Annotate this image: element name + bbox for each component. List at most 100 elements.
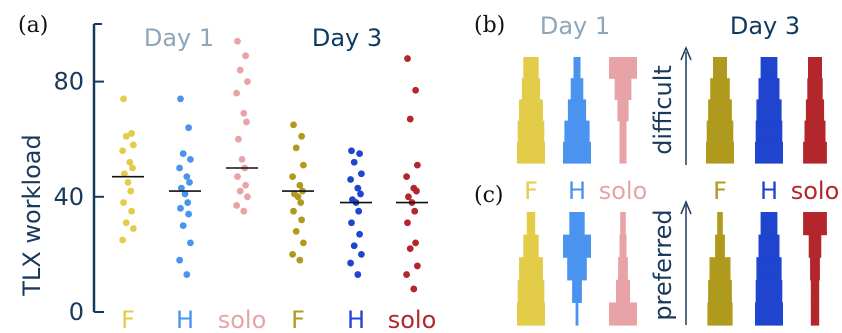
schematic-segment	[755, 141, 783, 164]
schematic-segment	[573, 57, 581, 79]
median-lines	[112, 167, 428, 204]
x-category-label: F	[291, 306, 305, 333]
schematic-segment	[756, 99, 782, 122]
data-point	[412, 239, 419, 247]
data-point	[347, 176, 354, 183]
data-point	[292, 227, 300, 235]
schematic-column-label: solo	[791, 177, 840, 205]
data-point	[236, 187, 244, 195]
data-point	[413, 187, 420, 195]
data-point	[181, 190, 189, 198]
data-point	[405, 193, 412, 201]
data-point	[183, 271, 191, 278]
schematic-segment	[517, 120, 545, 143]
panel-label-a: (a)	[18, 13, 48, 38]
schematic-column-label: H	[568, 177, 586, 205]
data-point	[403, 271, 410, 278]
schematic-segment	[572, 279, 582, 303]
data-point	[356, 150, 363, 158]
schematic-segment	[758, 78, 780, 100]
data-point	[127, 187, 135, 195]
schematic-segment	[570, 78, 584, 100]
x-category-label: solo	[388, 306, 437, 333]
data-point	[177, 95, 184, 103]
data-point	[176, 164, 184, 172]
data-point	[128, 130, 136, 137]
data-point	[356, 230, 363, 238]
data-point	[177, 204, 184, 212]
data-point	[410, 285, 418, 293]
data-point	[350, 158, 358, 166]
data-point	[297, 199, 305, 206]
y-axis-label: TLX workload	[18, 134, 46, 296]
data-points	[119, 37, 421, 293]
schematic-segment	[567, 99, 587, 122]
schematic-segment	[756, 257, 782, 281]
data-point	[234, 37, 241, 45]
data-point	[240, 207, 248, 215]
data-point	[406, 245, 414, 253]
data-point	[129, 164, 136, 172]
x-category-label: H	[176, 306, 194, 333]
preferred-label: preferred	[649, 209, 677, 320]
data-point	[121, 170, 128, 178]
schematic-segment	[564, 120, 590, 143]
data-point	[122, 219, 130, 227]
schematic-segment	[804, 120, 826, 143]
schematic-segment	[755, 302, 783, 326]
schematic-segment	[614, 78, 632, 100]
day3-group-label: Day 3	[312, 24, 382, 52]
schematic-segment	[708, 99, 732, 122]
data-point	[120, 95, 127, 103]
schematic-day1-title: Day 1	[540, 12, 610, 40]
data-point	[186, 179, 193, 186]
data-point	[348, 147, 355, 155]
data-point	[358, 251, 365, 258]
schematic-segment	[523, 234, 539, 258]
data-point	[347, 259, 354, 267]
data-point	[233, 202, 241, 209]
data-point	[290, 121, 297, 129]
schematic-segment	[707, 302, 733, 326]
data-point	[290, 207, 297, 215]
schematic-segment	[519, 99, 543, 122]
schematic-segment	[619, 234, 627, 258]
schematic-segment	[563, 141, 591, 164]
y-tick-label: 0	[69, 298, 84, 326]
schematic-segment	[609, 302, 637, 326]
x-category-label: F	[121, 306, 135, 333]
data-point	[244, 193, 251, 201]
data-point	[120, 199, 127, 206]
schematic-segment	[803, 141, 827, 164]
schematic-column-label: solo	[599, 177, 648, 205]
data-point	[244, 78, 251, 85]
data-point	[406, 115, 414, 123]
schematic-segment	[563, 234, 591, 258]
difficult-arrow	[680, 46, 692, 165]
data-point	[404, 219, 411, 227]
difficult-label: difficult	[649, 65, 677, 155]
schematic-segment	[755, 279, 783, 303]
panel-label-c: (c)	[474, 183, 504, 208]
schematic-segment	[710, 78, 730, 100]
schematic-segment	[713, 57, 727, 79]
data-point	[414, 262, 421, 270]
schematic-segment	[758, 234, 780, 258]
data-point	[414, 161, 421, 169]
schematic-segment	[807, 78, 823, 100]
difficult-schematic-columns	[517, 57, 827, 164]
schematic-segment	[567, 257, 587, 281]
data-point	[185, 210, 193, 218]
data-point	[412, 86, 419, 94]
schematic-segment	[708, 279, 732, 303]
data-point	[289, 251, 296, 258]
data-point	[242, 181, 250, 189]
data-point	[236, 66, 244, 74]
data-point	[298, 216, 305, 224]
schematic-segment	[617, 99, 629, 122]
schematic-segment	[619, 120, 627, 143]
data-point	[128, 207, 136, 215]
